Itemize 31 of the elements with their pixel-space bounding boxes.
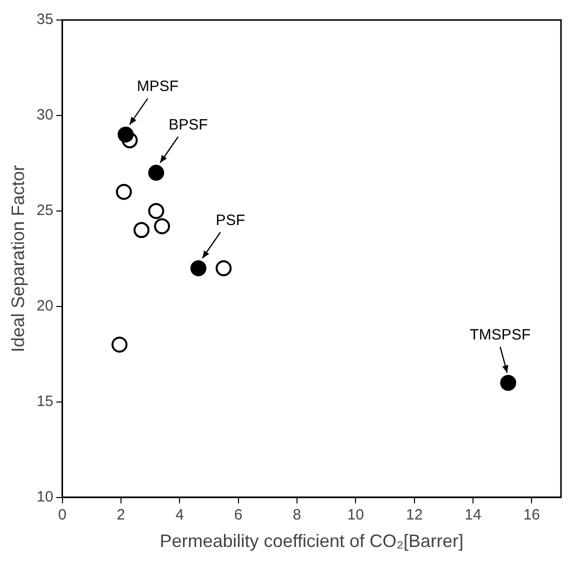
point — [154, 218, 170, 234]
x-tick-label: 12 — [406, 506, 423, 524]
x-tick-label: 10 — [347, 506, 364, 524]
point — [116, 184, 132, 200]
annotation: TMSPSF — [470, 326, 531, 344]
annotation: BPSF — [168, 116, 208, 134]
y-tick-label: 15 — [36, 393, 54, 410]
y-tick-label: 20 — [36, 298, 54, 315]
point — [190, 260, 206, 276]
y-axis-title: Ideal Separation Factor — [8, 165, 28, 352]
point — [500, 374, 516, 391]
x-tick-label: 8 — [292, 506, 302, 524]
annotation: MPSF — [136, 78, 178, 96]
point — [148, 164, 164, 181]
y-tick-label: 10 — [36, 488, 54, 506]
x-tick-label: 0 — [58, 506, 66, 524]
x-axis-title: Permeability coefficient of CO₂[Barrer] — [160, 531, 464, 552]
y-tick-label: 35 — [36, 11, 54, 28]
x-tick-label: 16 — [523, 506, 540, 524]
point — [216, 260, 232, 276]
y-tick-label: 30 — [36, 106, 54, 124]
point — [118, 126, 134, 143]
point — [133, 222, 150, 238]
x-tick-label: 4 — [175, 506, 184, 524]
annotation: PSF — [216, 212, 245, 229]
point — [148, 202, 164, 219]
x-tick-label: 2 — [116, 506, 126, 524]
point — [111, 336, 128, 353]
x-tick-label: 6 — [234, 506, 242, 524]
x-tick-label: 14 — [464, 506, 482, 524]
y-tick-label: 25 — [36, 202, 54, 220]
